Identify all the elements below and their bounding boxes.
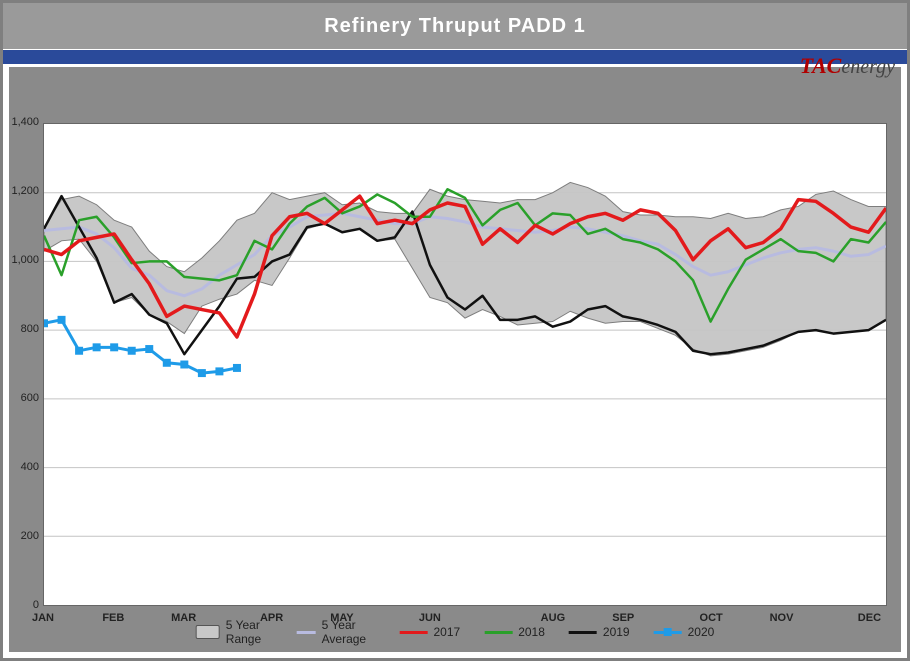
x-tick-label: FEB [102,612,124,624]
legend-item: 2017 [400,625,461,639]
legend-item: 2020 [654,625,715,639]
legend-item: 5 Year Average [297,618,375,646]
legend-swatch [654,628,682,636]
legend-swatch [400,631,428,634]
y-tick-label: 800 [9,323,39,335]
chart-svg [44,124,886,605]
legend: 5 Year Range 5 Year Average 2017 2018 2019 20… [196,618,715,646]
legend-label: 2018 [518,625,545,639]
legend-label: 2019 [603,625,630,639]
logo-brand: TAC [800,53,842,78]
y-tick-label: 1,000 [9,254,39,266]
plot-background: 02004006008001,0001,2001,400 JANFEBMARAP… [9,67,901,652]
logo: TACenergy [800,53,895,79]
y-tick-label: 1,400 [9,116,39,128]
x-tick-label: JAN [32,612,54,624]
y-tick-label: 400 [9,461,39,473]
legend-label: 5 Year Average [322,618,376,646]
legend-item: 2019 [569,625,630,639]
legend-item: 5 Year Range [196,618,273,646]
plot-area [43,123,887,606]
accent-bar [3,49,907,65]
legend-swatch [297,631,316,634]
x-tick-label: NOV [770,612,794,624]
legend-label: 2020 [688,625,715,639]
legend-swatch [569,631,597,634]
y-tick-label: 0 [9,599,39,611]
y-tick-label: 1,200 [9,185,39,197]
legend-swatch [196,625,220,639]
legend-item: 2018 [484,625,545,639]
x-tick-label: DEC [858,612,881,624]
legend-label: 5 Year Range [226,618,273,646]
y-tick-label: 200 [9,530,39,542]
chart-title: Refinery Thruput PADD 1 [324,15,586,38]
legend-swatch [484,631,512,634]
y-tick-label: 600 [9,392,39,404]
logo-sub: energy [841,56,895,78]
x-tick-label: MAR [171,612,196,624]
legend-label: 2017 [434,625,461,639]
